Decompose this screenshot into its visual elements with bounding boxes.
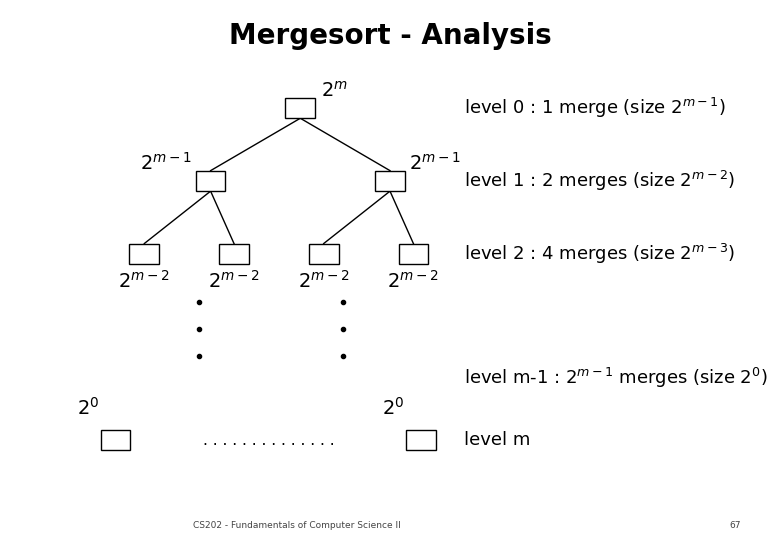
Text: 67: 67 — [729, 521, 741, 530]
Text: $2^{m-2}$: $2^{m-2}$ — [388, 269, 439, 292]
Text: $2^{m-1}$: $2^{m-1}$ — [409, 151, 461, 173]
Bar — [285, 98, 315, 118]
Text: $2^{m-2}$: $2^{m-2}$ — [298, 269, 349, 292]
Bar — [375, 171, 405, 191]
Bar — [129, 244, 159, 264]
Bar — [399, 244, 428, 264]
Text: level 1 : 2 merges (size $2^{m-2}$): level 1 : 2 merges (size $2^{m-2}$) — [464, 169, 736, 193]
Text: $2^{m-2}$: $2^{m-2}$ — [119, 269, 170, 292]
Text: $2^0$: $2^0$ — [382, 397, 405, 419]
Text: $2^m$: $2^m$ — [321, 80, 349, 100]
Bar — [406, 430, 436, 450]
Bar — [196, 171, 225, 191]
Text: . . . . . . . . . . . . . .: . . . . . . . . . . . . . . — [203, 433, 334, 448]
Bar — [309, 244, 339, 264]
Text: $2^0$: $2^0$ — [76, 397, 99, 419]
Text: level m: level m — [464, 431, 530, 449]
Text: $2^{m-1}$: $2^{m-1}$ — [140, 151, 192, 173]
Text: Mergesort - Analysis: Mergesort - Analysis — [229, 22, 551, 50]
Bar — [219, 244, 249, 264]
Text: CS202 - Fundamentals of Computer Science II: CS202 - Fundamentals of Computer Science… — [193, 521, 400, 530]
Text: $2^{m-2}$: $2^{m-2}$ — [208, 269, 260, 292]
Text: level m-1 : $2^{m-1}$ merges (size $2^0$): level m-1 : $2^{m-1}$ merges (size $2^0$… — [464, 366, 768, 390]
Text: level 2 : 4 merges (size $2^{m-3}$): level 2 : 4 merges (size $2^{m-3}$) — [464, 242, 736, 266]
Bar — [101, 430, 130, 450]
Text: level 0 : 1 merge (size $2^{m-1}$): level 0 : 1 merge (size $2^{m-1}$) — [464, 96, 726, 120]
